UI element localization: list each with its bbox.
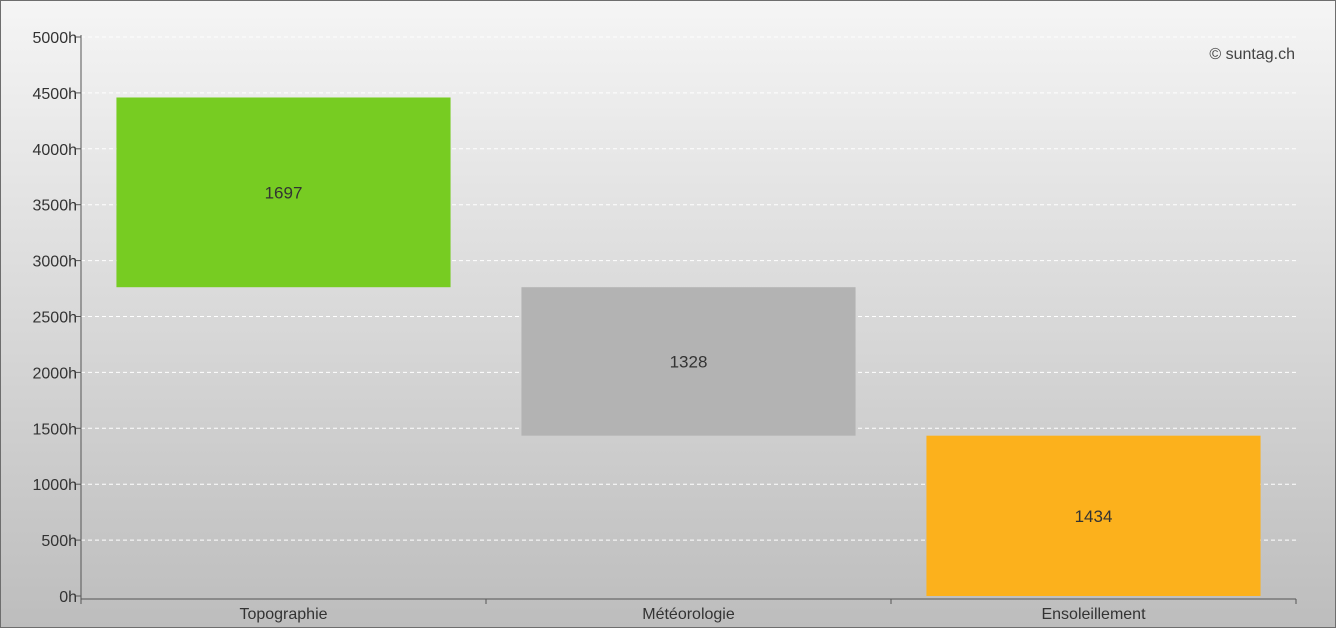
y-tick-label: 3000h xyxy=(33,254,78,271)
x-tick-label: Météorologie xyxy=(642,606,735,623)
y-tick-label: 500h xyxy=(41,533,77,550)
bar-1 xyxy=(116,97,451,288)
y-tick-label: 4000h xyxy=(33,142,78,159)
x-tick-label: Topographie xyxy=(239,606,327,623)
y-tick-label: 4500h xyxy=(33,86,78,103)
bar-data-label: 1328 xyxy=(670,352,708,371)
bar-2 xyxy=(521,287,856,436)
bar-3 xyxy=(926,435,1261,596)
y-tick-label: 3500h xyxy=(33,198,78,215)
axes: 0h 500h 1000h 1500h 2000h 2500h 3000h 3500h 4000… xyxy=(33,30,1297,623)
y-tick-label: 5000h xyxy=(33,30,78,47)
y-tick-label: 0h xyxy=(59,589,77,606)
y-tick-label: 2000h xyxy=(33,365,78,382)
x-tick-label: Ensoleillement xyxy=(1041,606,1146,623)
y-tick-label: 1000h xyxy=(33,477,78,494)
bar-data-label: 1697 xyxy=(265,183,303,202)
bars: 1697 1328 1434 xyxy=(116,97,1261,596)
copyright-credit: © suntag.ch xyxy=(1209,46,1295,63)
bar-data-label: 1434 xyxy=(1075,507,1113,526)
y-tick-label: 1500h xyxy=(33,421,78,438)
y-tick-label: 2500h xyxy=(33,310,78,327)
